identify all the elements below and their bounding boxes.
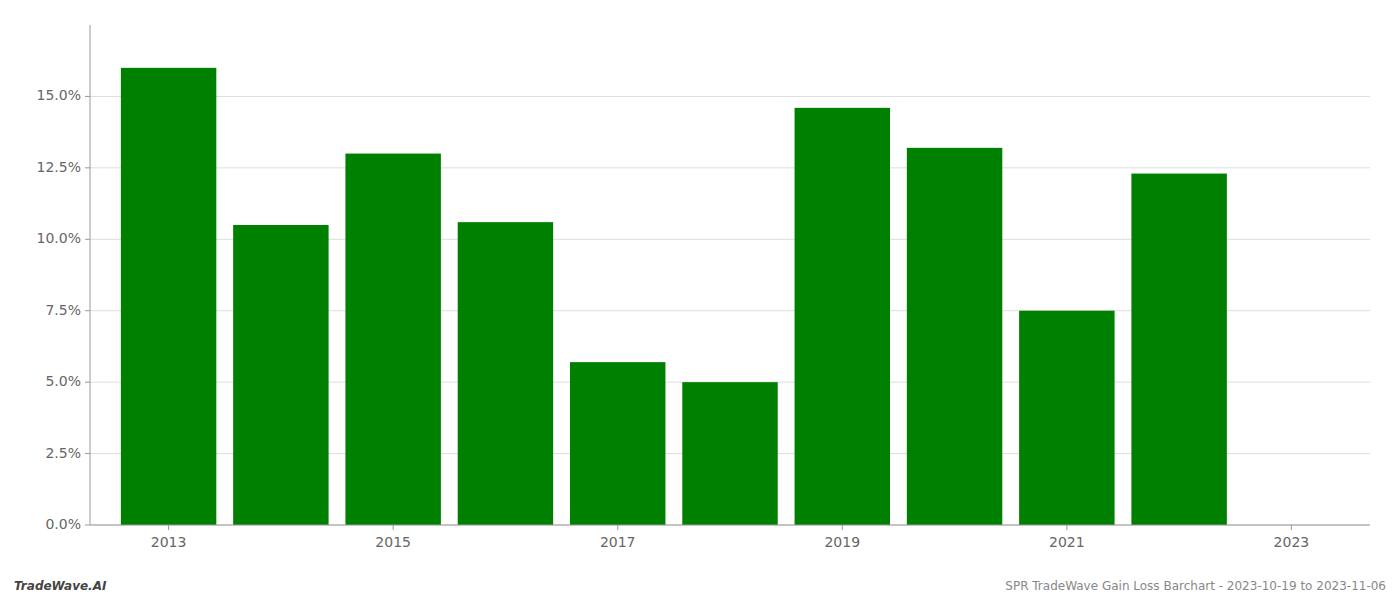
y-tick-label: 5.0% — [45, 373, 81, 389]
y-tick-label: 15.0% — [37, 87, 81, 103]
grid-line — [90, 525, 1370, 526]
x-tick-label: 2013 — [151, 534, 187, 550]
x-tick-label: 2017 — [600, 534, 636, 550]
x-tick — [1066, 525, 1067, 530]
bar — [121, 68, 216, 525]
x-tick — [1291, 525, 1292, 530]
bar — [907, 148, 1002, 525]
x-axis-line — [90, 525, 1370, 526]
bar — [458, 222, 553, 525]
bars — [121, 68, 1227, 525]
y-axis: 0.0% 2.5% 5.0% 7.5% 10.0% 12.5% 15.0% — [37, 87, 90, 532]
y-tick — [85, 167, 90, 168]
y-grid — [90, 96, 1370, 525]
x-tick-label: 2021 — [1049, 534, 1085, 550]
y-tick — [85, 239, 90, 240]
chart-svg: 0.0%2.5%5.0%7.5%10.0%12.5%15.0%201320152… — [0, 0, 1400, 600]
bar — [570, 362, 665, 525]
bar — [1019, 311, 1114, 525]
y-tick-label: 12.5% — [37, 159, 81, 175]
chart-container: 0.0%2.5%5.0%7.5%10.0%12.5%15.0%201320152… — [0, 0, 1400, 600]
footer-right: SPR TradeWave Gain Loss Barchart - 2023-… — [1005, 579, 1386, 593]
y-tick-label: 0.0% — [45, 516, 81, 532]
y-tick-label: 2.5% — [45, 445, 81, 461]
x-tick — [393, 525, 394, 530]
y-tick — [85, 453, 90, 454]
bar — [1131, 174, 1226, 525]
bar — [345, 154, 440, 525]
y-tick — [85, 96, 90, 97]
x-tick — [168, 525, 169, 530]
y-tick — [85, 310, 90, 311]
grid-line — [90, 96, 1370, 97]
footer-left: TradeWave.AI — [14, 579, 107, 593]
y-tick-label: 10.0% — [37, 230, 81, 246]
x-tick — [617, 525, 618, 530]
bar — [682, 382, 777, 525]
bar — [233, 225, 328, 525]
bar — [795, 108, 890, 525]
y-tick-label: 7.5% — [45, 302, 81, 318]
x-tick — [842, 525, 843, 530]
x-axis: 2013 2015 2017 2019 2021 2023 — [151, 525, 1309, 550]
y-tick — [85, 382, 90, 383]
x-tick-label: 2019 — [824, 534, 860, 550]
x-tick-label: 2023 — [1274, 534, 1310, 550]
grid-line — [90, 167, 1370, 168]
y-axis-line — [90, 25, 91, 525]
y-tick — [85, 525, 90, 526]
x-tick-label: 2015 — [375, 534, 411, 550]
